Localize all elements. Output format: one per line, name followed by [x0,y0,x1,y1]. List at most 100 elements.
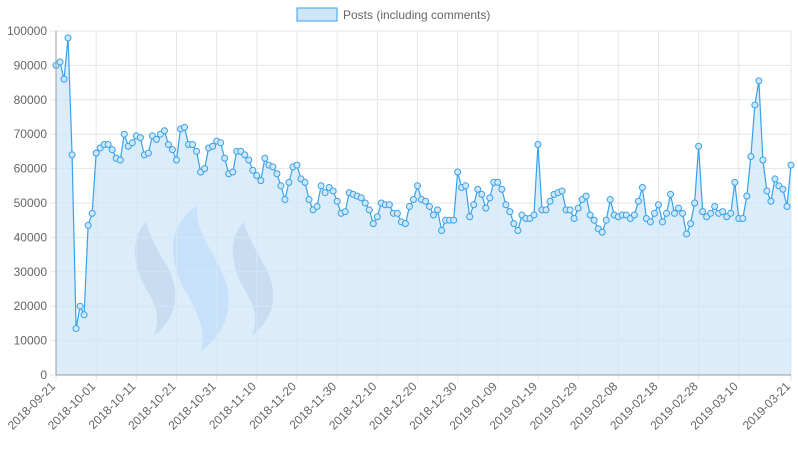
data-point[interactable] [273,170,281,178]
data-point[interactable] [530,211,538,219]
data-point[interactable] [430,211,438,219]
data-point[interactable] [128,139,136,147]
data-point[interactable] [293,161,301,169]
data-point[interactable] [727,209,735,217]
data-point[interactable] [699,208,707,216]
data-point[interactable] [301,178,309,186]
data-point[interactable] [494,178,502,186]
legend[interactable]: Posts (including comments) [296,7,490,22]
data-point[interactable] [56,58,64,66]
data-point[interactable] [667,190,675,198]
data-point[interactable] [365,206,373,214]
data-point[interactable] [779,185,787,193]
data-point[interactable] [763,187,771,195]
data-point[interactable] [454,168,462,176]
data-point[interactable] [257,177,265,185]
data-point[interactable] [683,230,691,238]
data-point[interactable] [514,227,522,235]
data-point[interactable] [321,189,329,197]
data-point[interactable] [658,218,666,226]
data-point[interactable] [164,141,172,149]
data-point[interactable] [104,141,112,149]
data-point[interactable] [590,216,598,224]
data-point[interactable] [249,166,257,174]
data-point[interactable] [767,197,775,205]
data-point[interactable] [108,146,116,154]
data-point[interactable] [60,75,68,83]
data-point[interactable] [598,228,606,236]
data-point[interactable] [707,209,715,217]
data-point[interactable] [783,202,791,210]
data-point[interactable] [474,185,482,193]
data-point[interactable] [201,165,209,173]
data-point[interactable] [470,201,478,209]
data-point[interactable] [510,220,518,228]
data-point[interactable] [731,178,739,186]
data-point[interactable] [751,101,759,109]
data-point[interactable] [630,211,638,219]
data-point[interactable] [369,220,377,228]
data-point[interactable] [84,221,92,229]
data-point[interactable] [478,190,486,198]
data-point[interactable] [691,199,699,207]
data-point[interactable] [385,201,393,209]
data-point[interactable] [152,135,160,143]
data-point[interactable] [486,194,494,202]
data-point[interactable] [546,197,554,205]
data-point[interactable] [92,149,100,157]
data-point[interactable] [357,194,365,202]
data-point[interactable] [413,182,421,190]
data-point[interactable] [409,196,417,204]
data-point[interactable] [506,208,514,216]
data-point[interactable] [771,175,779,183]
data-point[interactable] [422,197,430,205]
data-point[interactable] [759,156,767,164]
data-point[interactable] [542,206,550,214]
data-point[interactable] [181,123,189,131]
data-point[interactable] [787,161,795,169]
data-point[interactable] [373,213,381,221]
data-point[interactable] [502,201,510,209]
data-point[interactable] [558,187,566,195]
data-point[interactable] [482,204,490,212]
data-point[interactable] [160,127,168,135]
data-point[interactable] [193,147,201,155]
data-point[interactable] [64,34,72,42]
data-point[interactable] [285,178,293,186]
data-point[interactable] [144,149,152,157]
data-point[interactable] [120,130,128,138]
data-point[interactable] [582,192,590,200]
data-point[interactable] [341,208,349,216]
data-point[interactable] [650,209,658,217]
data-point[interactable] [687,220,695,228]
data-point[interactable] [393,209,401,217]
data-point[interactable] [695,142,703,150]
data-point[interactable] [711,202,719,210]
data-point[interactable] [221,154,229,162]
data-point[interactable] [498,185,506,193]
data-point[interactable] [80,311,88,319]
data-point[interactable] [172,156,180,164]
data-point[interactable] [116,156,124,164]
data-point[interactable] [719,208,727,216]
data-point[interactable] [679,209,687,217]
data-point[interactable] [361,199,369,207]
data-point[interactable] [245,156,253,164]
data-point[interactable] [743,192,751,200]
data-point[interactable] [534,141,542,149]
data-point[interactable] [570,214,578,222]
data-point[interactable] [305,196,313,204]
data-point[interactable] [333,197,341,205]
data-point[interactable] [88,209,96,217]
data-point[interactable] [68,151,76,159]
data-point[interactable] [466,213,474,221]
data-point[interactable] [168,146,176,154]
data-point[interactable] [209,142,217,150]
data-point[interactable] [675,204,683,212]
data-point[interactable] [317,182,325,190]
data-point[interactable] [229,168,237,176]
data-point[interactable] [654,201,662,209]
data-point[interactable] [602,216,610,224]
data-point[interactable] [426,202,434,210]
data-point[interactable] [606,196,614,204]
